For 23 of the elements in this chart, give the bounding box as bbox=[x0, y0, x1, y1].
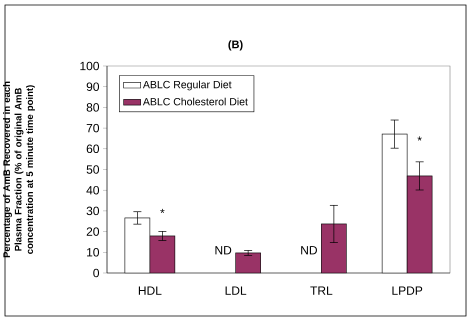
y-tick-label: 70 bbox=[86, 124, 100, 132]
x-tick-label: HDL bbox=[138, 286, 162, 295]
y-tick-label: 100 bbox=[80, 62, 100, 70]
chart-title: (B) bbox=[228, 40, 243, 50]
y-tick-label: 60 bbox=[86, 144, 100, 154]
x-tick-label: TRL bbox=[310, 286, 332, 295]
annotation: * bbox=[417, 136, 422, 141]
x-tick-label: LDL bbox=[226, 286, 246, 295]
y-tick-label: 50 bbox=[86, 165, 100, 174]
legend-label: ABLC Regular Diet bbox=[142, 80, 232, 90]
y-tick-label: 40 bbox=[86, 186, 100, 194]
y-tick-label: 20 bbox=[86, 227, 100, 236]
y-tick-label: 10 bbox=[87, 248, 100, 257]
y-tick-label: 30 bbox=[86, 206, 100, 216]
y-tick-label: 0 bbox=[93, 268, 100, 278]
y-tick-label: 80 bbox=[86, 103, 100, 112]
y-axis-title: Percentage of AmB Recovered in each Plasma Fraction (% of original AmB concentration at 5 minute time point) bbox=[3, 82, 35, 258]
annotation: ND bbox=[215, 246, 232, 254]
annotation: ND bbox=[301, 246, 317, 254]
y-tick-label: 90 bbox=[86, 82, 100, 91]
x-tick-label: LPDP bbox=[392, 286, 422, 295]
annotation: * bbox=[160, 208, 165, 214]
legend-label: ABLC Cholesterol Diet bbox=[142, 98, 248, 106]
